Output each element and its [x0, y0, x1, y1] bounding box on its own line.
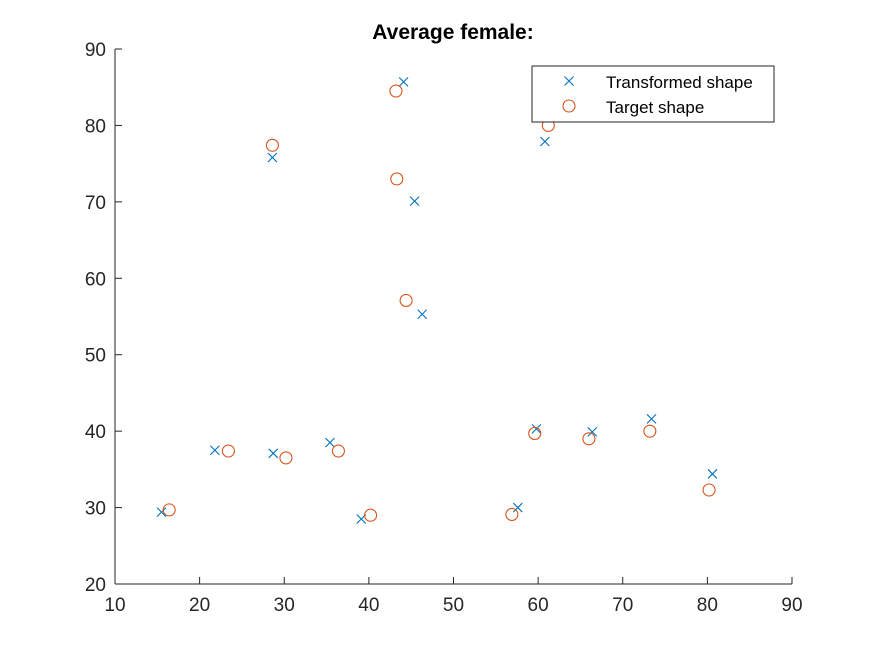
- x-marker-stroke: [267, 152, 278, 163]
- x-marker-stroke: [531, 423, 542, 434]
- legend-o-marker: [562, 99, 576, 113]
- x-marker-stroke: [417, 309, 428, 320]
- target-point: [221, 444, 235, 458]
- y-tick-label: 90: [85, 40, 106, 61]
- transformed-point: [409, 196, 420, 206]
- y-tick-label: 70: [85, 193, 106, 214]
- y-tick-label: 40: [85, 422, 106, 443]
- x-marker-stroke: [540, 136, 550, 147]
- legend-x-marker: [564, 76, 574, 86]
- transformed-point: [531, 423, 542, 434]
- transformed-point: [540, 136, 550, 147]
- legend-label-target: Target shape: [606, 98, 704, 117]
- transformed-point: [417, 309, 428, 320]
- data-marks: [156, 76, 718, 524]
- x-marker-stroke: [564, 76, 574, 86]
- legend-marker-transformed: [564, 76, 574, 86]
- target-point: [265, 138, 279, 152]
- x-marker-stroke: [646, 414, 657, 424]
- x-tick-label: 20: [189, 595, 210, 616]
- x-tick-label: 50: [443, 595, 464, 616]
- legend: Transformed shape Target shape: [531, 65, 775, 123]
- x-marker-stroke: [409, 196, 420, 206]
- transformed-point: [707, 469, 718, 479]
- x-marker-stroke: [268, 448, 279, 459]
- target-point: [279, 451, 293, 465]
- target-point: [162, 503, 176, 517]
- y-tick-label: 50: [85, 346, 106, 367]
- target-point: [505, 507, 519, 522]
- transformed-point: [268, 448, 279, 459]
- legend-box: [531, 65, 775, 123]
- target-point: [399, 293, 413, 308]
- plot-area: [115, 49, 792, 584]
- x-tick-label: 10: [104, 595, 125, 616]
- target-point: [643, 424, 657, 438]
- x-tick-label: 70: [612, 595, 633, 616]
- legend-label-transformed: Transformed shape: [606, 73, 753, 92]
- target-point: [702, 483, 716, 497]
- transformed-point: [267, 152, 278, 163]
- x-marker-stroke: [209, 445, 220, 456]
- x-marker-stroke: [156, 507, 167, 518]
- x-tick-label: 80: [697, 595, 718, 616]
- transformed-point: [512, 502, 523, 513]
- x-tick-label: 90: [781, 595, 802, 616]
- x-marker-stroke: [587, 427, 598, 437]
- chart-title: Average female:: [372, 21, 533, 44]
- target-point: [528, 426, 542, 440]
- target-point: [331, 444, 345, 458]
- transformed-point: [646, 414, 657, 424]
- x-tick-label: 30: [274, 595, 295, 616]
- target-point: [390, 172, 404, 186]
- transformed-point: [398, 76, 409, 87]
- series-target-shape: [162, 84, 716, 522]
- y-tick-label: 30: [85, 499, 106, 520]
- y-tick-label: 20: [85, 575, 106, 596]
- y-tick-label: 80: [85, 116, 106, 137]
- legend-marker-target: [562, 99, 576, 113]
- transformed-point: [587, 427, 598, 437]
- x-marker-stroke: [707, 469, 718, 479]
- target-point: [582, 432, 596, 446]
- transformed-point: [325, 437, 335, 448]
- transformed-point: [156, 507, 167, 518]
- x-marker-stroke: [398, 76, 409, 87]
- target-point: [364, 508, 378, 522]
- x-marker-stroke: [512, 502, 523, 513]
- transformed-point: [209, 445, 220, 456]
- target-point: [389, 84, 403, 98]
- x-marker-stroke: [325, 437, 335, 448]
- x-tick-label: 40: [358, 595, 379, 616]
- x-tick-label: 60: [528, 595, 549, 616]
- y-tick-label: 60: [85, 269, 106, 290]
